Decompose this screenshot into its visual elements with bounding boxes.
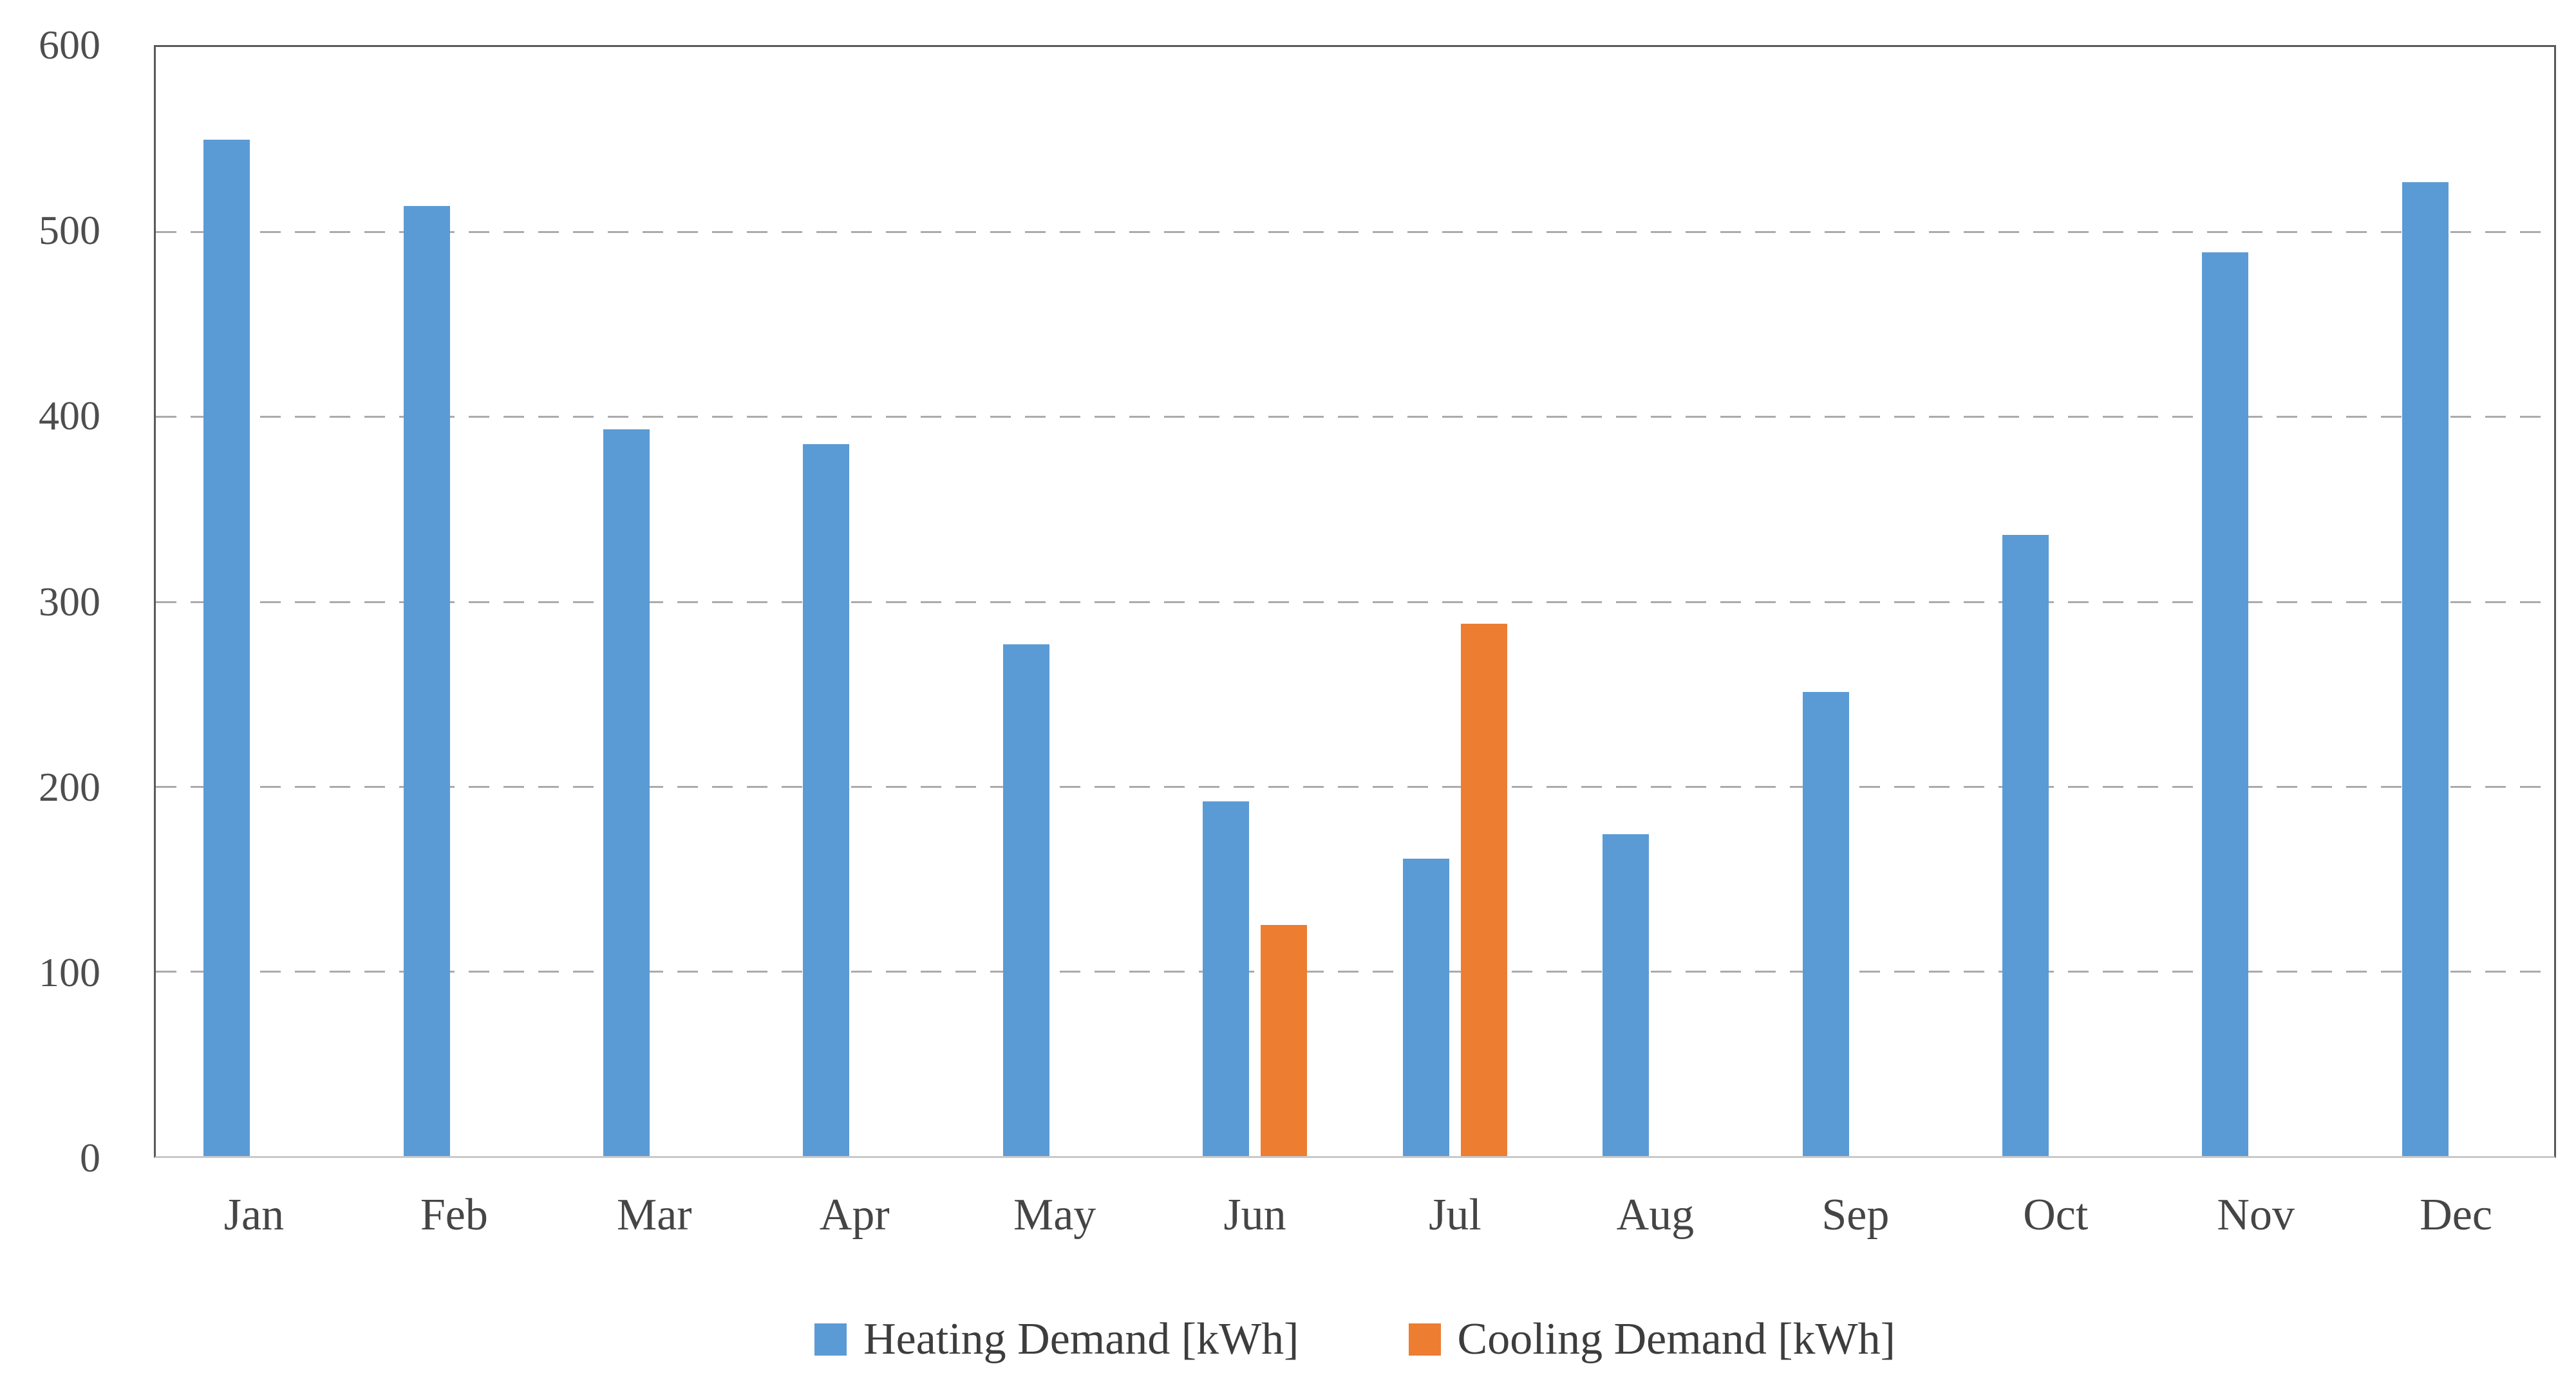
- category-slot-dec: [2355, 47, 2554, 1156]
- y-tick-label-600: 600: [39, 22, 100, 68]
- bar-pair-oct: [2002, 47, 2107, 1156]
- bar-pair-sep: [1802, 47, 1907, 1156]
- bar-heating-dec: [2402, 182, 2449, 1156]
- category-slot-feb: [355, 47, 555, 1156]
- x-tick-label-mar: Mar: [616, 1190, 692, 1240]
- plot-area: [154, 45, 2556, 1158]
- bar-heating-sep: [1802, 692, 1849, 1156]
- legend-label-heating: Heating Demand [kWh]: [863, 1314, 1299, 1364]
- legend-swatch-cooling: [1408, 1323, 1441, 1356]
- gridline-500: [156, 231, 2554, 234]
- category-slot-mar: [556, 47, 755, 1156]
- legend-item-cooling: Cooling Demand [kWh]: [1408, 1314, 1895, 1365]
- bar-cooling-jul: [1460, 623, 1507, 1156]
- gridline-400: [156, 416, 2554, 418]
- y-tick-label-400: 400: [39, 393, 100, 439]
- x-tick-label-jun: Jun: [1223, 1190, 1286, 1240]
- bar-heating-jul: [1402, 858, 1449, 1156]
- x-tick-label-jul: Jul: [1429, 1190, 1481, 1240]
- y-axis-tick-labels: 0 100 200 300 400 500 600: [0, 24, 129, 1179]
- bar-cooling-jun: [1261, 925, 1308, 1156]
- bars-layer: [156, 47, 2554, 1156]
- bar-pair-apr: [803, 47, 907, 1156]
- gridline-200: [156, 785, 2554, 788]
- bar-pair-nov: [2202, 47, 2306, 1156]
- bar-heating-mar: [603, 429, 650, 1156]
- y-tick-label-100: 100: [39, 949, 100, 995]
- x-tick-label-feb: Feb: [420, 1190, 488, 1240]
- category-slot-may: [955, 47, 1155, 1156]
- x-tick-label-oct: Oct: [2023, 1190, 2089, 1240]
- chart-legend: Heating Demand [kWh] Cooling Demand [kWh]: [154, 1314, 2556, 1365]
- category-slot-oct: [1955, 47, 2154, 1156]
- x-tick-label-apr: Apr: [819, 1190, 890, 1240]
- bar-pair-jun: [1203, 47, 1308, 1156]
- bar-pair-aug: [1603, 47, 1707, 1156]
- bar-heating-feb: [403, 205, 450, 1156]
- bar-pair-feb: [403, 47, 508, 1156]
- bar-heating-oct: [2002, 535, 2049, 1156]
- bar-heating-aug: [1603, 834, 1650, 1156]
- category-slot-nov: [2154, 47, 2354, 1156]
- category-slot-aug: [1555, 47, 1754, 1156]
- bar-pair-jan: [203, 47, 308, 1156]
- bar-pair-may: [1002, 47, 1107, 1156]
- y-tick-label-300: 300: [39, 578, 100, 624]
- bar-heating-jun: [1203, 801, 1250, 1156]
- bar-pair-jul: [1402, 47, 1507, 1156]
- category-slot-jan: [156, 47, 355, 1156]
- bar-heating-apr: [803, 444, 850, 1156]
- legend-item-heating: Heating Demand [kWh]: [814, 1314, 1299, 1365]
- gridline-100: [156, 970, 2554, 973]
- x-axis-labels: Jan Feb Mar Apr May Jun Jul Aug Sep Oct Nov Dec: [154, 1188, 2556, 1242]
- bar-pair-mar: [603, 47, 708, 1156]
- category-slot-apr: [755, 47, 955, 1156]
- bar-heating-jan: [203, 139, 250, 1156]
- x-tick-label-jan: Jan: [223, 1190, 285, 1240]
- bar-pair-dec: [2402, 47, 2506, 1156]
- category-slot-jul: [1355, 47, 1555, 1156]
- x-tick-label-sep: Sep: [1821, 1190, 1890, 1240]
- x-tick-label-dec: Dec: [2420, 1190, 2492, 1240]
- bar-heating-nov: [2202, 252, 2249, 1156]
- x-tick-label-nov: Nov: [2217, 1190, 2295, 1240]
- y-tick-label-500: 500: [39, 207, 100, 254]
- y-tick-label-0: 0: [80, 1135, 100, 1181]
- legend-swatch-heating: [814, 1323, 847, 1356]
- legend-label-cooling: Cooling Demand [kWh]: [1457, 1314, 1895, 1364]
- category-slot-jun: [1155, 47, 1355, 1156]
- bar-heating-may: [1002, 644, 1049, 1156]
- y-tick-label-200: 200: [39, 763, 100, 810]
- gridline-300: [156, 601, 2554, 603]
- category-slot-sep: [1754, 47, 1954, 1156]
- x-tick-label-may: May: [1013, 1190, 1096, 1240]
- x-tick-label-aug: Aug: [1616, 1190, 1695, 1240]
